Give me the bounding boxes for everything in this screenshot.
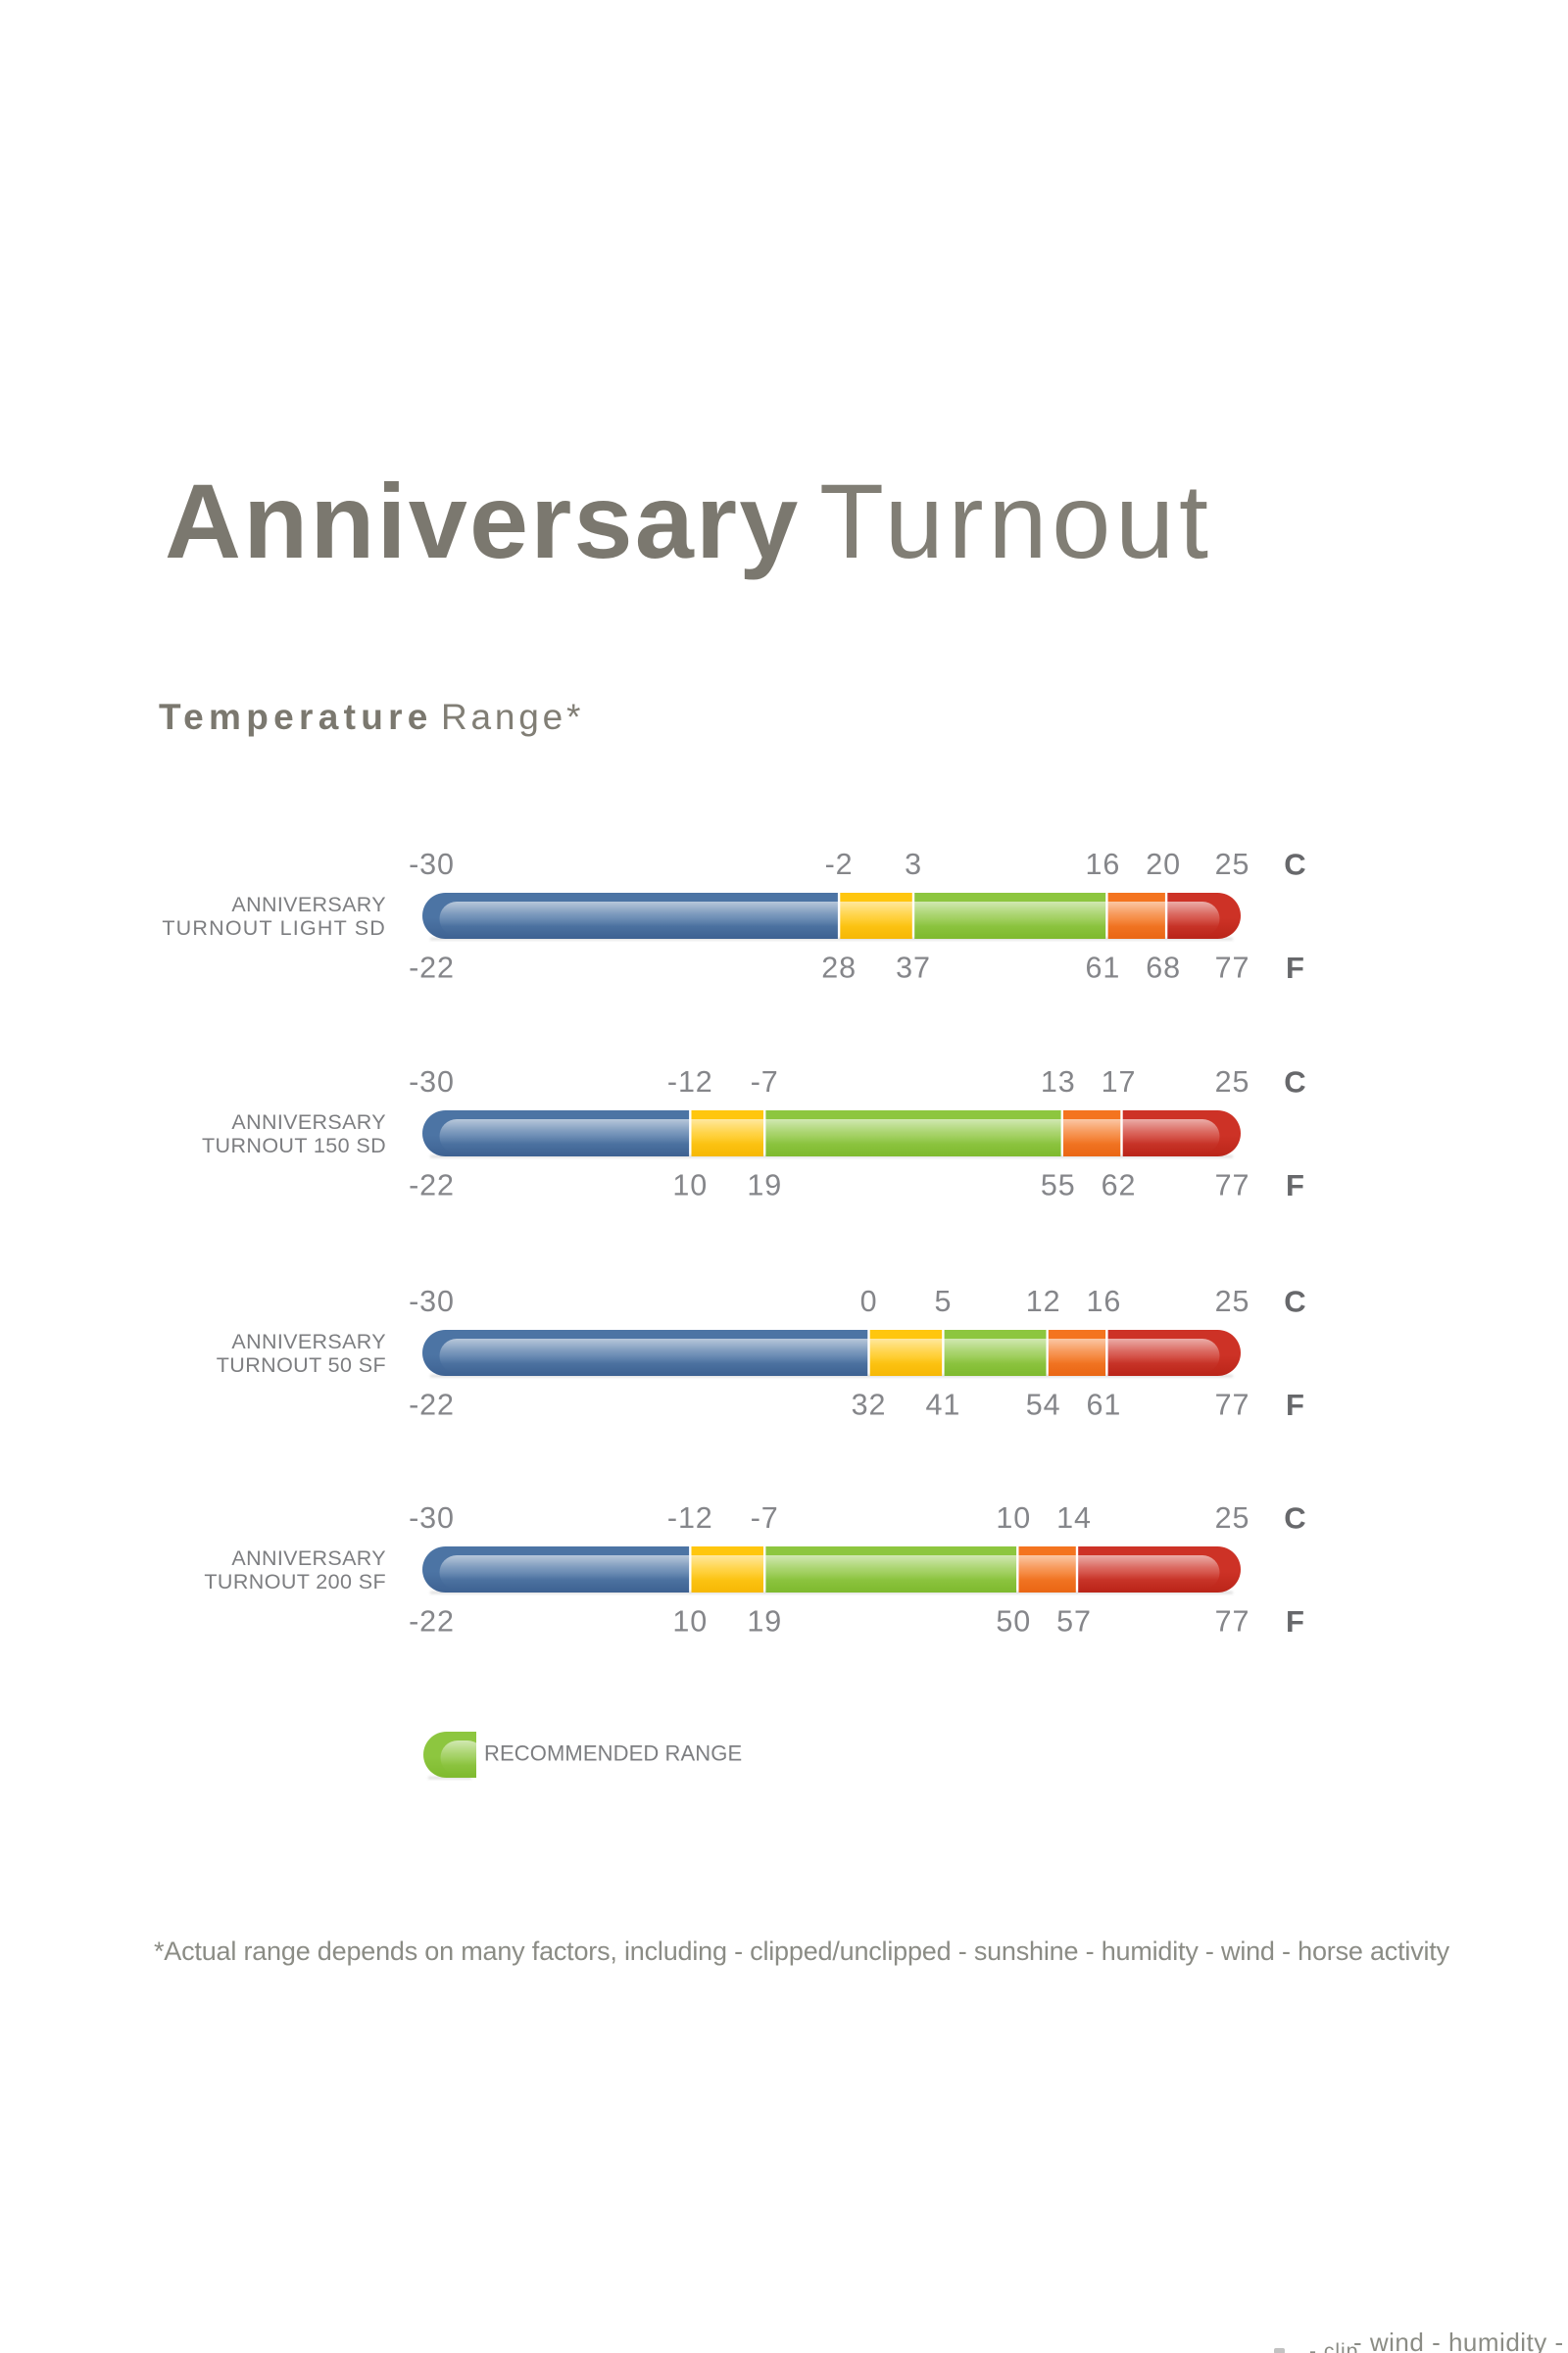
svg-text:C: C	[1284, 1285, 1305, 1319]
svg-text:50: 50	[996, 1605, 1031, 1639]
svg-text:-30: -30	[409, 848, 455, 881]
svg-text:25: 25	[1215, 1065, 1250, 1099]
svg-text:ANNIVERSARY: ANNIVERSARY	[231, 1330, 386, 1353]
svg-text:68: 68	[1146, 952, 1181, 985]
svg-text:25: 25	[1215, 1285, 1250, 1318]
svg-text:- wind - humidity -: - wind - humidity -	[1353, 2328, 1564, 2353]
svg-text:Anniversary: Anniversary	[165, 462, 801, 580]
svg-text:F: F	[1286, 1168, 1304, 1202]
svg-text:TURNOUT LIGHT SD: TURNOUT LIGHT SD	[162, 916, 386, 940]
svg-text:Turnout: Turnout	[819, 462, 1213, 580]
svg-text:10: 10	[672, 1169, 708, 1202]
svg-text:-30: -30	[409, 1285, 455, 1318]
svg-text:77: 77	[1215, 1389, 1250, 1422]
svg-text:77: 77	[1215, 1605, 1250, 1639]
svg-text:10: 10	[672, 1605, 708, 1639]
svg-text:C: C	[1284, 848, 1305, 882]
svg-text:77: 77	[1215, 952, 1250, 985]
svg-text:17: 17	[1102, 1065, 1137, 1099]
svg-text:16: 16	[1087, 1285, 1122, 1318]
svg-text:19: 19	[747, 1169, 782, 1202]
svg-text:- clip: - clip	[1309, 2340, 1358, 2353]
svg-text:54: 54	[1026, 1389, 1061, 1422]
svg-text:28: 28	[821, 952, 857, 985]
svg-text:-22: -22	[409, 1389, 455, 1422]
svg-text:*Actual range depends on many: *Actual range depends on many factors, i…	[154, 1936, 1450, 1966]
svg-text:-22: -22	[409, 1169, 455, 1202]
svg-text:0: 0	[860, 1285, 878, 1318]
svg-text:TURNOUT 200 SF: TURNOUT 200 SF	[204, 1570, 386, 1593]
svg-text:F: F	[1286, 951, 1304, 985]
svg-text:ANNIVERSARY: ANNIVERSARY	[231, 1110, 386, 1134]
svg-text:62: 62	[1102, 1169, 1137, 1202]
svg-text:55: 55	[1041, 1169, 1076, 1202]
svg-text:-22: -22	[409, 952, 455, 985]
svg-text:5: 5	[934, 1285, 952, 1318]
svg-text:12: 12	[1026, 1285, 1061, 1318]
svg-text:32: 32	[852, 1389, 887, 1422]
svg-text:61: 61	[1087, 1389, 1122, 1422]
svg-text:-7: -7	[751, 1065, 779, 1099]
svg-text:-30: -30	[409, 1065, 455, 1099]
svg-text:TURNOUT 150 SD: TURNOUT 150 SD	[202, 1134, 386, 1157]
svg-text:F: F	[1286, 1388, 1304, 1422]
svg-text:57: 57	[1056, 1605, 1092, 1639]
svg-text:-12: -12	[667, 1501, 713, 1535]
svg-text:Temperature: Temperature	[159, 697, 433, 737]
svg-text:ANNIVERSARY: ANNIVERSARY	[231, 893, 386, 916]
svg-text:19: 19	[747, 1605, 782, 1639]
svg-text:-30: -30	[409, 1501, 455, 1535]
svg-text:16: 16	[1086, 848, 1121, 881]
svg-text:3: 3	[905, 848, 922, 881]
svg-text:-7: -7	[751, 1501, 779, 1535]
svg-text:14: 14	[1056, 1501, 1092, 1535]
svg-text:41: 41	[926, 1389, 961, 1422]
svg-text:10: 10	[996, 1501, 1031, 1535]
svg-text:37: 37	[896, 952, 931, 985]
svg-text:TURNOUT 50 SF: TURNOUT 50 SF	[217, 1353, 386, 1377]
svg-text:F: F	[1286, 1604, 1304, 1639]
svg-text:61: 61	[1086, 952, 1121, 985]
svg-text:-12: -12	[667, 1065, 713, 1099]
svg-text:C: C	[1284, 1065, 1305, 1100]
svg-text:ANNIVERSARY: ANNIVERSARY	[231, 1546, 386, 1570]
svg-text:C: C	[1284, 1501, 1305, 1536]
svg-text:20: 20	[1146, 848, 1181, 881]
svg-text:77: 77	[1215, 1169, 1250, 1202]
svg-text:25: 25	[1215, 1501, 1250, 1535]
svg-text:-22: -22	[409, 1605, 455, 1639]
svg-text:Range*: Range*	[441, 697, 584, 737]
svg-text:RECOMMENDED RANGE: RECOMMENDED RANGE	[484, 1741, 742, 1766]
svg-text:25: 25	[1215, 848, 1250, 881]
svg-text:-2: -2	[825, 848, 854, 881]
svg-text:13: 13	[1041, 1065, 1076, 1099]
